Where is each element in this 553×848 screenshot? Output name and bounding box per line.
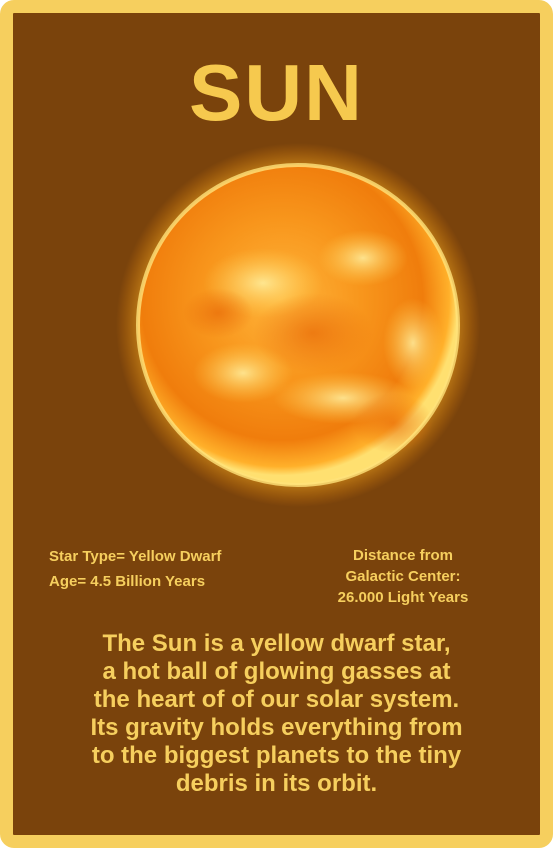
card-title: SUN [189, 48, 364, 137]
star-age: Age= 4.5 Billion Years [49, 573, 206, 590]
description-line: to the biggest planets to the tiny [91, 742, 462, 769]
description-line: debris in its orbit. [175, 770, 378, 797]
distance-line: 26.000 Light Years [337, 589, 469, 606]
distance-line: Galactic Center: [345, 568, 461, 585]
distance-line: Distance from [352, 547, 454, 564]
stats-left: Star Type= Yellow Dwarf Age= 4.5 Billion… [49, 544, 221, 594]
description: The Sun is a yellow dwarf star, a hot ba… [37, 630, 516, 798]
description-line: the heart of of our solar system. [93, 686, 460, 713]
sun-image [113, 143, 483, 513]
description-line: a hot ball of glowing gasses at [102, 658, 451, 685]
star-type: Star Type= Yellow Dwarf [49, 548, 222, 565]
galactic-distance: Distance from Galactic Center: 26.000 Li… [303, 545, 503, 608]
description-line: The Sun is a yellow dwarf star, [102, 630, 451, 657]
description-line: Its gravity holds everything from [90, 714, 463, 741]
